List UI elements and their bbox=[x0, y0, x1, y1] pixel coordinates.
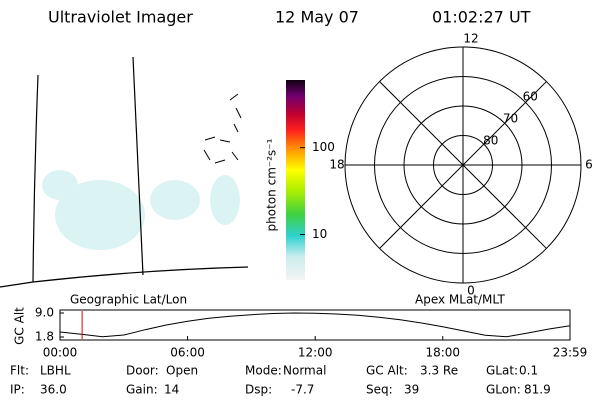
date: 12 May 07 bbox=[275, 8, 359, 27]
status-value: 39 bbox=[404, 383, 419, 397]
status-label: GC Alt: bbox=[366, 364, 408, 378]
status-label: Seq: bbox=[366, 383, 393, 397]
lat-label: 70 bbox=[503, 112, 518, 126]
status-value: 3.3 Re bbox=[420, 364, 458, 378]
status-value: 81.9 bbox=[524, 383, 551, 397]
status-label: Door: bbox=[126, 364, 159, 378]
geo-map bbox=[0, 56, 249, 288]
status-label: Dsp: bbox=[245, 383, 272, 397]
lat-ring bbox=[374, 76, 552, 254]
time: 01:02:27 UT bbox=[432, 8, 531, 27]
status-label: GLat: bbox=[486, 364, 518, 378]
mlt-label: 12 bbox=[463, 32, 478, 46]
status-label: Mode: bbox=[245, 364, 282, 378]
y-tick-label: 1.8 bbox=[35, 330, 54, 344]
x-tick-label: 23:59 bbox=[553, 346, 588, 360]
lat-ring bbox=[403, 105, 523, 225]
polar-spoke bbox=[379, 81, 547, 249]
status-label: GLon: bbox=[486, 383, 521, 397]
altitude-ylabel: GC Alt bbox=[13, 307, 27, 345]
polar-label: Apex MLat/MLT bbox=[415, 293, 505, 307]
colorbar bbox=[286, 80, 305, 280]
status-value: Normal bbox=[283, 364, 326, 378]
mlt-label: 18 bbox=[329, 158, 344, 172]
status-value: 0.1 bbox=[519, 364, 538, 378]
lat-label: 60 bbox=[523, 90, 538, 104]
status-value: Open bbox=[166, 364, 198, 378]
status-value: LBHL bbox=[40, 364, 71, 378]
lat-ring bbox=[433, 135, 493, 195]
x-tick-label: 12:00 bbox=[298, 346, 333, 360]
mlt-label: 0 bbox=[467, 284, 475, 298]
x-tick-label: 00:00 bbox=[43, 346, 78, 360]
lat-label: 80 bbox=[483, 134, 498, 148]
mlt-label: 6 bbox=[585, 158, 593, 172]
status-value: -7.7 bbox=[291, 383, 314, 397]
status-value: 36.0 bbox=[40, 383, 67, 397]
x-tick-label: 06:00 bbox=[170, 346, 205, 360]
status-value: 14 bbox=[164, 383, 179, 397]
colorbar-tick-label: 10 bbox=[312, 227, 327, 241]
x-tick-label: 18:00 bbox=[425, 346, 460, 360]
y-tick-label: 9.0 bbox=[35, 306, 54, 320]
map-label: Geographic Lat/Lon bbox=[70, 293, 187, 307]
status-label: Gain: bbox=[126, 383, 158, 397]
colorbar-tick-label: 100 bbox=[312, 140, 335, 154]
colorbar-label: photon cm⁻²s⁻¹ bbox=[265, 138, 279, 231]
status-label: IP: bbox=[10, 383, 25, 397]
instrument: Ultraviolet Imager bbox=[48, 8, 193, 27]
status-label: Flt: bbox=[10, 364, 29, 378]
altitude-line bbox=[59, 312, 571, 338]
